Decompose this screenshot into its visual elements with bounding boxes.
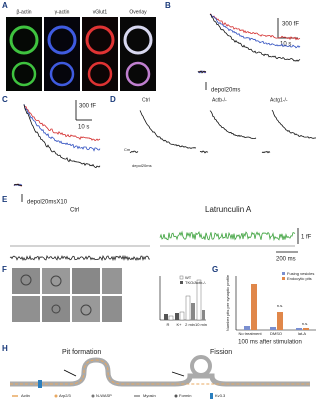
panel-letter: F [2,265,7,274]
schematic-title: Pit formation [62,349,101,356]
trace [23,104,101,169]
scale-label: 300 fF [282,22,299,28]
trace-label: Ctrl [142,97,150,103]
category-label: No treatment [238,331,262,336]
trace [23,105,101,142]
image-label: Overlay [129,9,147,15]
legend-label: Kv3.3 [215,393,226,398]
trace-label: Actb-/- [212,97,227,103]
micrographs [6,17,156,91]
scale-label: 200 ms [276,257,296,263]
legend-label: Formin [179,393,191,398]
trace [209,13,301,49]
trace [197,70,207,74]
legend-label: Fusing vesicles [287,271,314,276]
image-label: γ-actin [55,9,70,15]
panel-letter: B [165,1,171,10]
category-label: R [167,322,170,327]
trace-label: Cm [124,147,131,152]
condition-label: Ctrl [70,208,79,214]
stimulus-label: depol20ms [132,163,152,168]
schematic-legend [12,393,213,399]
category-label: 2 min [185,322,195,327]
trace [13,183,23,187]
trace [9,254,151,262]
legend-label: Actin [21,393,30,398]
condition-label: Latrunculin A [205,205,252,214]
category-label: 10 min [195,322,207,327]
trace [199,150,209,154]
trace [197,70,207,74]
trace [271,109,317,139]
trace [261,150,271,154]
scale-label: 10 s [78,125,89,131]
panel-letter: A [2,1,8,10]
category-label: DMSO [270,331,282,336]
legend-label: Endocytic pits [287,276,312,281]
category-label: K+ [176,322,182,327]
legend-label: Myosin [143,393,156,398]
panel-letter: C [2,95,8,104]
annotation: n.s. [302,321,308,326]
scale-label: 1 fF [301,235,312,241]
legend-label: TKO/Actb-/- [185,280,207,285]
schematic [10,355,310,388]
axis-label: Number pits per synaptic profile [225,274,230,331]
annotation: n.s. [277,303,283,308]
legend-label: WT [185,275,192,280]
bar-chart-f [159,275,206,321]
scale-label: 300 fF [79,104,96,110]
schematic-title: Fission [210,349,232,356]
trace [139,110,197,149]
trace [23,104,101,152]
em-images [12,268,122,322]
panel-letter: G [212,265,218,274]
stimulus-label: depol20ms [211,88,240,94]
panel-letter: E [2,195,8,204]
bar-chart-g [235,272,316,331]
category-label: lat-A [298,331,307,336]
panel-letter: H [2,344,8,353]
panel-letter: D [110,95,116,104]
stimulus-label: depol20msX10 [27,200,68,206]
trace [159,230,296,242]
legend-label: N-WASP [96,393,112,398]
axis-label: 100 ms after stimulation [238,340,302,346]
trace [209,13,301,41]
image-label: β-actin [16,9,31,15]
legend-label: Arp2/3 [59,393,72,398]
trace-label: Actg1-/- [270,97,288,103]
scale-label: 10 s [280,42,291,48]
trace [129,150,139,154]
trace [209,110,257,140]
trace [209,14,301,62]
image-label: vGlut1 [93,9,108,15]
